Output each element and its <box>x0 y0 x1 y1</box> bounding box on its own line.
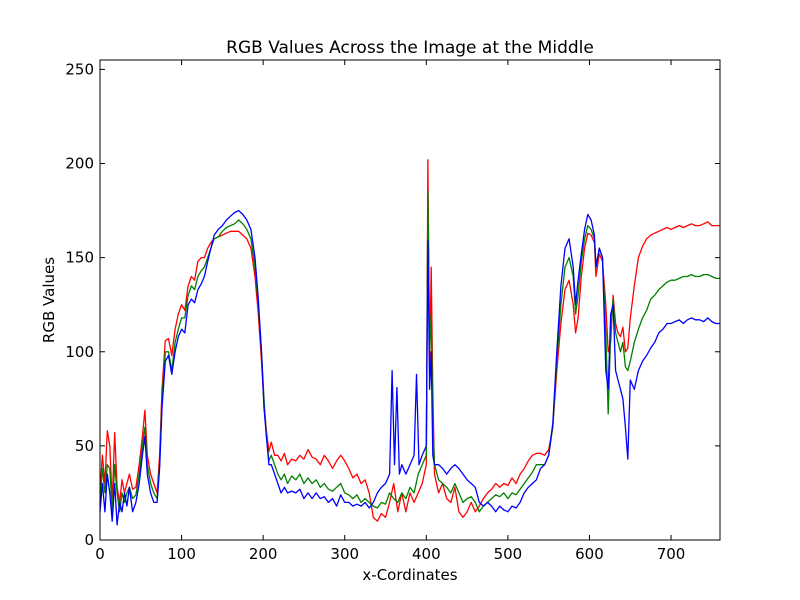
chart-title: RGB Values Across the Image at the Middl… <box>226 38 594 58</box>
plot-frame <box>99 59 721 541</box>
x-tick-label: 300 <box>330 545 359 563</box>
x-tick-label: 700 <box>657 545 686 563</box>
y-tick-label: 200 <box>65 155 94 173</box>
x-tick-label: 0 <box>95 545 105 563</box>
x-tick-label: 200 <box>249 545 278 563</box>
x-tick-label: 100 <box>167 545 196 563</box>
x-tick-label: 500 <box>494 545 523 563</box>
x-tick-label: 600 <box>575 545 604 563</box>
y-axis-label: RGB Values <box>40 257 58 343</box>
series-line-2 <box>99 209 720 526</box>
ticks-layer: 0 100 200 300 400 500 600 700 0 50 100 150 200 250 <box>65 60 720 563</box>
series-line-0 <box>99 159 720 522</box>
y-tick-label: 250 <box>65 60 94 78</box>
y-tick-label: 50 <box>75 437 94 455</box>
y-tick-label: 0 <box>84 531 94 549</box>
y-tick-label: 100 <box>65 343 94 361</box>
y-tick-label: 150 <box>65 249 94 267</box>
series-layer <box>99 159 720 526</box>
x-tick-label: 400 <box>412 545 441 563</box>
x-axis-label: x-Cordinates <box>362 566 457 584</box>
